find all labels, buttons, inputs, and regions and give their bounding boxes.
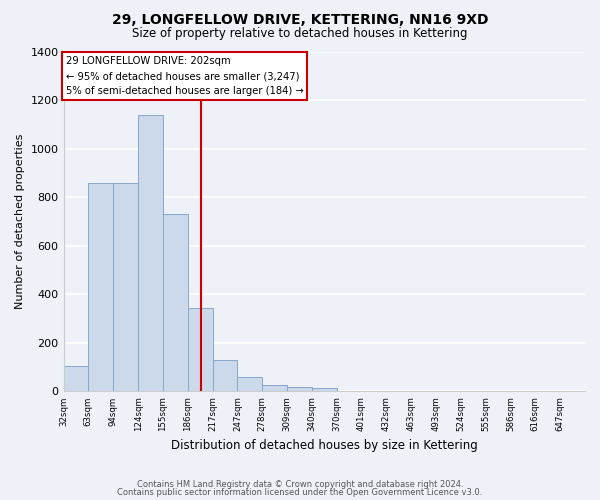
- Text: Contains public sector information licensed under the Open Government Licence v3: Contains public sector information licen…: [118, 488, 482, 497]
- X-axis label: Distribution of detached houses by size in Kettering: Distribution of detached houses by size …: [171, 440, 478, 452]
- Text: Size of property relative to detached houses in Kettering: Size of property relative to detached ho…: [132, 28, 468, 40]
- Bar: [113, 182, 138, 392]
- Bar: [287, 388, 312, 392]
- Bar: [212, 360, 238, 392]
- Bar: [163, 214, 188, 392]
- Text: Contains HM Land Registry data © Crown copyright and database right 2024.: Contains HM Land Registry data © Crown c…: [137, 480, 463, 489]
- Bar: [262, 384, 287, 392]
- Y-axis label: Number of detached properties: Number of detached properties: [15, 134, 25, 309]
- Bar: [188, 308, 212, 392]
- Bar: [64, 366, 88, 392]
- Bar: [238, 377, 262, 392]
- Text: 29, LONGFELLOW DRIVE, KETTERING, NN16 9XD: 29, LONGFELLOW DRIVE, KETTERING, NN16 9X…: [112, 12, 488, 26]
- Text: 29 LONGFELLOW DRIVE: 202sqm
← 95% of detached houses are smaller (3,247)
5% of s: 29 LONGFELLOW DRIVE: 202sqm ← 95% of det…: [65, 56, 303, 96]
- Bar: [312, 388, 337, 392]
- Bar: [138, 114, 163, 392]
- Bar: [88, 182, 113, 392]
